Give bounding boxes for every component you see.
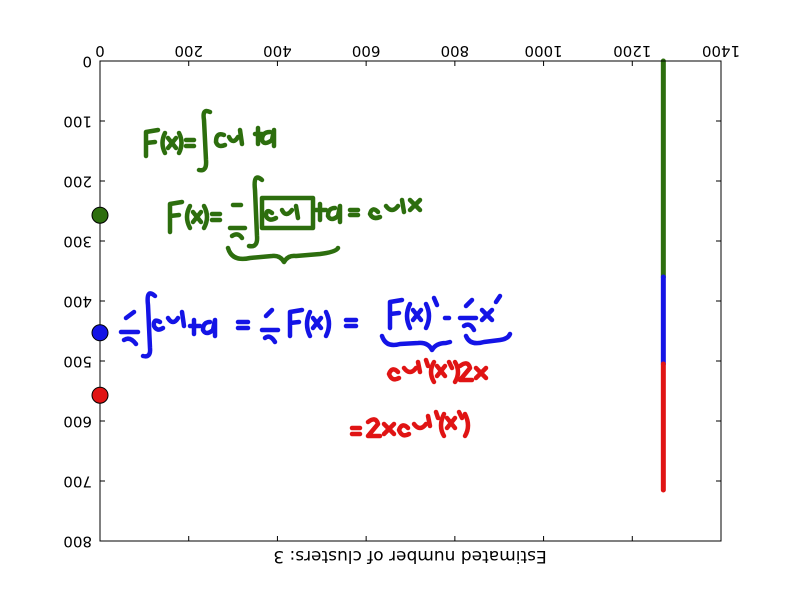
y-tick-label: 200 xyxy=(63,173,92,191)
x-tick-label: 1400 xyxy=(702,42,740,60)
handwriting-layer xyxy=(118,108,513,439)
handwriting-stroke-red xyxy=(396,413,433,438)
x-tick-label: 1200 xyxy=(613,42,651,60)
handwriting-stroke-red xyxy=(457,361,489,383)
handwriting-stroke-green xyxy=(347,207,361,218)
handwriting-stroke-blue xyxy=(387,295,440,331)
handwriting-stroke-blue xyxy=(463,331,513,346)
cluster-marker-green xyxy=(91,206,109,224)
handwriting-stroke-blue xyxy=(343,317,359,329)
handwriting-stroke-red xyxy=(386,359,423,382)
x-tick-label: 400 xyxy=(263,42,292,60)
y-tick-label: 700 xyxy=(63,473,92,491)
handwriting-stroke-red xyxy=(365,417,397,439)
handwriting-stroke-blue xyxy=(457,293,503,333)
handwriting-stroke-blue xyxy=(151,309,187,332)
handwriting-stroke-green xyxy=(183,137,197,149)
handwriting-red xyxy=(349,357,489,439)
handwriting-stroke-green xyxy=(213,127,245,149)
y-tick-label: 300 xyxy=(63,233,92,251)
handwriting-stroke-blue xyxy=(118,309,141,347)
handwriting-stroke-green xyxy=(167,199,185,235)
handwriting-stroke-blue xyxy=(379,333,453,353)
handwriting-stroke-green xyxy=(252,125,277,149)
handwriting-stroke-blue xyxy=(187,317,218,339)
handwriting-stroke-blue xyxy=(259,307,281,345)
handwriting-stroke-red xyxy=(433,409,471,439)
y-tick-label: 100 xyxy=(63,113,92,131)
handwriting-stroke-blue xyxy=(235,319,251,331)
cluster-marker-blue xyxy=(91,324,109,342)
handwriting-stroke-green xyxy=(143,127,161,159)
handwriting-stroke-green xyxy=(225,245,341,265)
plot-frame xyxy=(99,60,722,542)
x-tick-label: 200 xyxy=(174,42,203,60)
handwriting-stroke-green xyxy=(263,203,301,222)
handwriting-blue xyxy=(118,291,513,359)
handwriting-stroke-green xyxy=(196,108,213,173)
x-tick-label: 600 xyxy=(352,42,381,60)
handwriting-stroke-green xyxy=(313,201,343,225)
cluster-markers xyxy=(91,206,109,404)
cluster-marker-red xyxy=(91,386,109,404)
handwriting-stroke-green xyxy=(246,175,265,249)
handwriting-stroke-green xyxy=(259,195,316,231)
y-tick-label: 600 xyxy=(63,413,92,431)
handwriting-stroke-green xyxy=(367,197,423,221)
x-tick-label: 0 xyxy=(95,42,105,60)
y-axis-ticks: 0 100 200 300 400 500 600 700 800 xyxy=(63,53,721,551)
handwriting-stroke-green xyxy=(227,202,248,241)
x-tick-label: 1000 xyxy=(524,42,562,60)
y-tick-label: 500 xyxy=(63,353,92,371)
handwriting-stroke-blue xyxy=(140,291,158,359)
y-tick-label: 800 xyxy=(63,533,92,551)
handwriting-stroke-red xyxy=(349,425,363,437)
handwriting-stroke-green xyxy=(184,203,210,231)
x-axis-ticks: 0 200 400 600 800 1000 1200 1400 xyxy=(95,42,740,541)
handwriting-stroke-green xyxy=(209,211,223,223)
handwriting-stroke-green xyxy=(160,130,184,156)
x-axis-label: Estimated number of clusters: 3 xyxy=(273,546,546,566)
y-tick-label: 400 xyxy=(63,293,92,311)
x-tick-label: 800 xyxy=(441,42,470,60)
y-tick-label: 0 xyxy=(82,53,92,71)
handwriting-stroke-red xyxy=(423,357,461,385)
handwriting-green xyxy=(143,108,423,265)
handwriting-stroke-blue xyxy=(287,307,332,339)
